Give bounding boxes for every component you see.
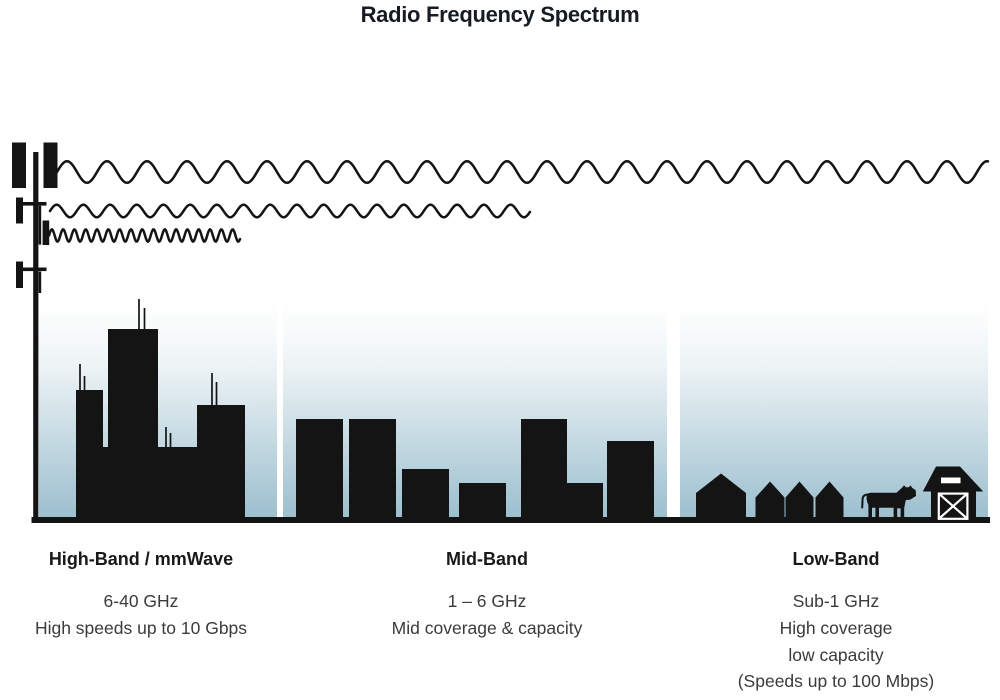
skyscraper-icon <box>197 405 245 519</box>
band-spec-line: 6-40 GHz <box>103 591 179 611</box>
band-spec-line: low capacity <box>788 644 884 665</box>
house-icon <box>696 473 746 519</box>
building-icon <box>402 469 449 519</box>
band-heading: Low-Band <box>792 549 880 569</box>
barn-door <box>937 492 969 520</box>
mid-band-sky <box>283 303 667 518</box>
ground-line <box>31 517 990 523</box>
house-icon <box>755 481 785 519</box>
band-label-low-band: Low-Band Sub-1 GHz High coverage low capac… <box>705 549 967 695</box>
mid-band-wave-icon <box>48 203 532 219</box>
building-icon <box>607 441 654 519</box>
band-label-mid-band: Mid-Band 1 – 6 GHz Mid coverage & capacit… <box>356 549 618 642</box>
house-icon <box>815 481 844 519</box>
band-spec-line: High speeds up to 10 Gbps <box>34 617 248 638</box>
band-specs: Sub-1 GHz High coverage low capacity (Speed… <box>705 588 967 695</box>
skyscraper-icon <box>108 329 158 519</box>
band-spec-line: High coverage <box>779 617 893 638</box>
spectrum-diagram <box>12 142 990 523</box>
band-spec-line: 1 – 6 GHz <box>447 591 527 611</box>
building-icon <box>349 419 396 519</box>
band-spec-line: (Speeds up to 100 Mbps) <box>737 671 935 692</box>
building-icon <box>521 419 567 519</box>
band-specs: 6-40 GHz High speeds up to 10 Gbps <box>10 588 272 642</box>
cow-tail <box>861 493 868 509</box>
low-band-wave-icon <box>55 159 990 185</box>
band-label-high-band: High-Band / mmWave 6-40 GHz High speeds u… <box>10 549 272 642</box>
band-spec-line: Mid coverage & capacity <box>391 617 583 638</box>
high-band-wave-icon <box>47 228 242 243</box>
page-title: Radio Frequency Spectrum <box>360 2 640 27</box>
silhouettes <box>76 299 844 519</box>
cell-tower-icon <box>12 142 58 518</box>
building-icon <box>459 483 506 519</box>
radio-waves <box>47 159 990 243</box>
house-icon <box>785 481 814 519</box>
cow-icon <box>861 485 916 519</box>
ground-bar <box>31 517 990 523</box>
building-icon <box>296 419 343 519</box>
band-spec-line: Sub-1 GHz <box>792 591 880 611</box>
band-heading: High-Band / mmWave <box>48 549 234 569</box>
skyscraper-icon <box>76 390 103 519</box>
barn-vent <box>941 477 961 484</box>
building-icon <box>567 483 603 519</box>
band-specs: 1 – 6 GHz Mid coverage & capacity <box>356 588 618 642</box>
band-heading: Mid-Band <box>446 549 528 569</box>
barn-icon <box>922 466 984 520</box>
